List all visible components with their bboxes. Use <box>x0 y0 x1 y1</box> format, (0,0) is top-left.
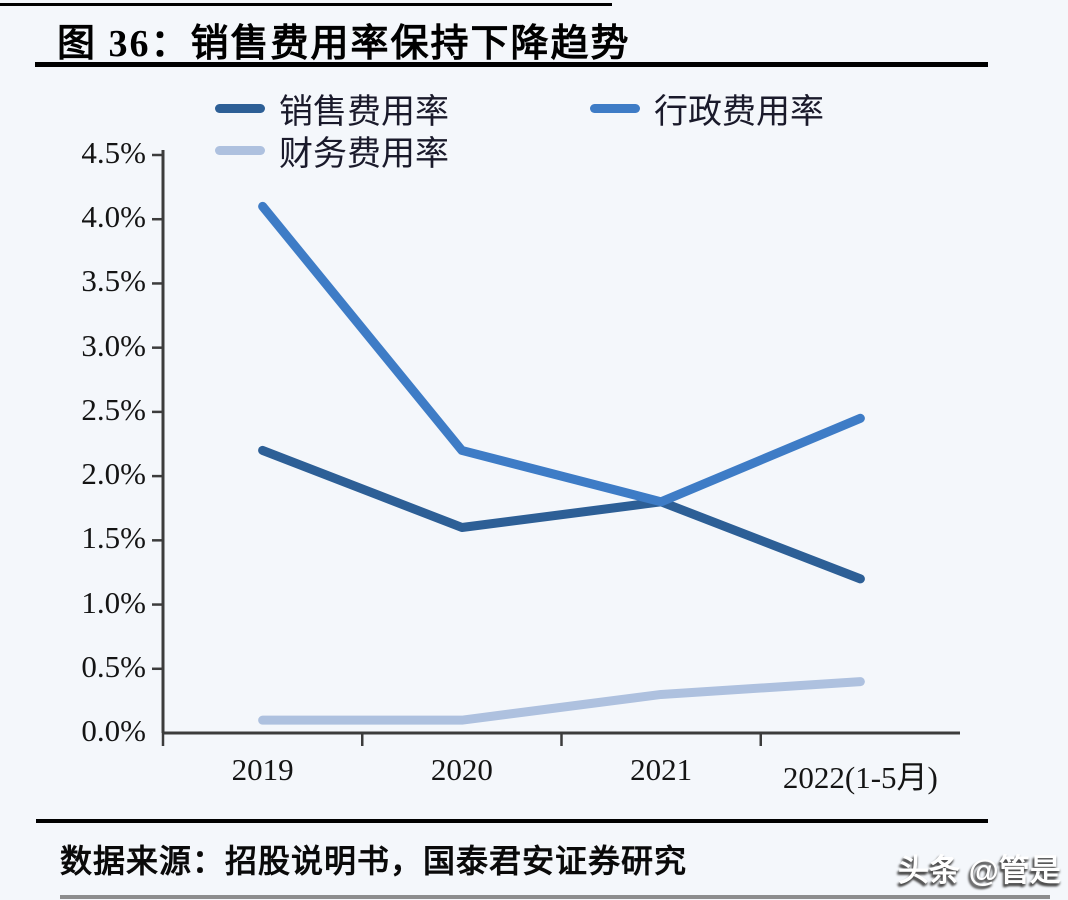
legend-label-finance-expense: 财务费用率 <box>279 135 449 173</box>
bottom-edge <box>60 895 1050 899</box>
legend-label-admin-expense: 行政费用率 <box>654 93 824 131</box>
y-axis-tick-label: 1.0% <box>81 584 146 620</box>
y-axis-tick-label: 3.5% <box>81 263 146 299</box>
x-axis-tick-label: 2022(1-5月) <box>782 760 938 795</box>
series-line-0 <box>258 445 865 584</box>
y-axis-tick-label: 4.0% <box>81 199 146 235</box>
y-axis-tick-label: 3.0% <box>81 327 146 363</box>
series-line-2 <box>258 677 865 725</box>
data-source: 数据来源：招股说明书，国泰君安证券研究 <box>60 843 688 879</box>
y-axis-tick-label: 0.0% <box>81 713 146 748</box>
x-axis-tick-label: 2021 <box>630 752 693 787</box>
y-axis-tick-label: 1.5% <box>81 520 146 556</box>
x-axis-tick-label: 2020 <box>430 752 493 787</box>
x-axis-tick-label: 2019 <box>231 752 294 787</box>
top-divider <box>0 3 612 6</box>
title-divider <box>35 62 988 67</box>
y-axis-tick-label: 2.5% <box>81 391 146 427</box>
legend-item-sales-expense: 销售费用率 <box>215 88 449 131</box>
legend-swatch-finance-expense <box>215 145 265 155</box>
series-line-1 <box>258 201 865 507</box>
y-axis-tick-label: 4.5% <box>81 135 146 170</box>
figure-title: 图 36：销售费用率保持下降趋势 <box>57 23 631 65</box>
y-axis-tick-label: 2.0% <box>81 456 146 492</box>
toutiao-watermark: 头条 @管是 <box>898 853 1061 888</box>
legend-item-admin-expense: 行政费用率 <box>590 88 824 131</box>
legend-swatch-sales-expense <box>215 103 265 113</box>
legend-item-finance-expense: 财务费用率 <box>215 130 449 173</box>
legend-label-sales-expense: 销售费用率 <box>279 93 449 131</box>
footer-divider <box>36 819 988 823</box>
y-axis-tick-label: 0.5% <box>81 648 146 684</box>
legend-swatch-admin-expense <box>590 103 640 113</box>
